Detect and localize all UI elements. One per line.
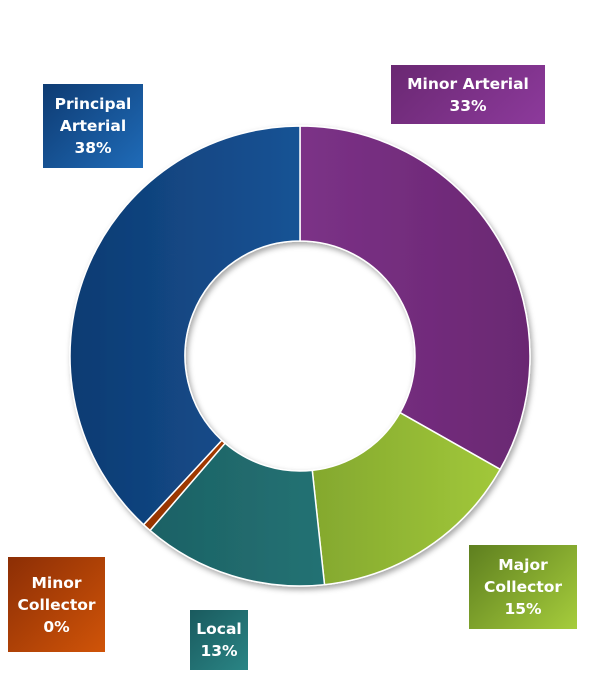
slice-principal-arterial <box>69 125 301 526</box>
slice-major-collector <box>311 411 502 586</box>
label-percent: 33% <box>449 96 487 115</box>
label-line: Major <box>498 556 548 574</box>
label-line: Minor Arterial <box>407 74 529 93</box>
label-line: Collector <box>17 595 96 614</box>
label-line: Principal <box>54 95 132 113</box>
label-line: Arterial <box>59 117 127 135</box>
label-local: Local 13% <box>190 610 248 670</box>
label-principal-arterial: Principal Arterial 38% <box>43 84 143 168</box>
label-percent: 38% <box>74 139 112 157</box>
label-line: Local <box>196 620 242 638</box>
slice-minor-arterial <box>299 125 531 471</box>
label-percent: 15% <box>504 600 542 618</box>
label-major-collector: Major Collector 15% <box>469 545 577 629</box>
label-percent: 0% <box>43 617 70 636</box>
label-line: Collector <box>483 578 563 596</box>
label-minor-collector: Minor Collector 0% <box>8 557 105 652</box>
label-line: Minor <box>31 573 82 592</box>
label-percent: 13% <box>200 642 238 660</box>
label-minor-arterial: Minor Arterial 33% <box>391 65 545 124</box>
